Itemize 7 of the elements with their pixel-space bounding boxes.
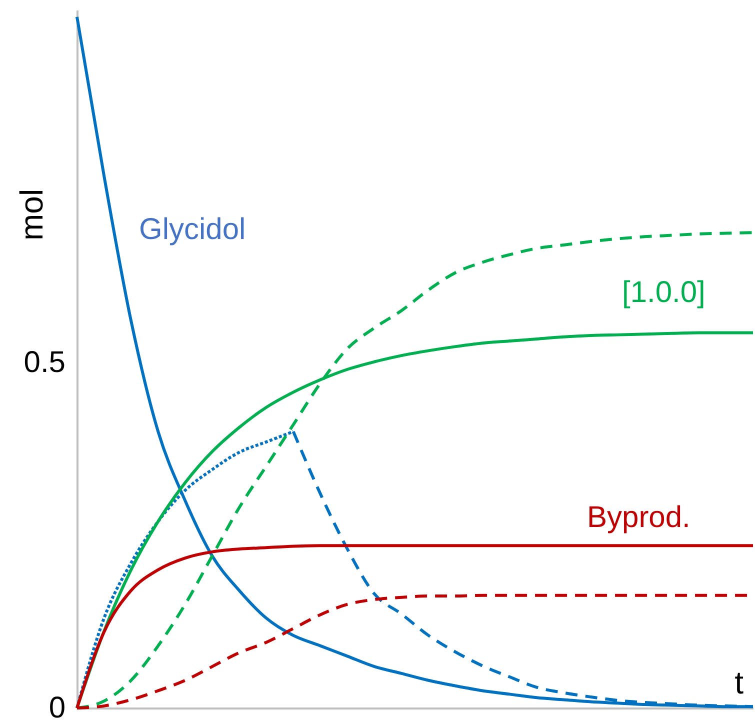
- series-label: Glycidol: [139, 213, 246, 246]
- x-axis-title: t: [734, 664, 744, 700]
- y-axis-title: mol: [14, 188, 50, 240]
- series-label: Byprod.: [587, 501, 690, 534]
- series-label: [1.0.0]: [622, 276, 706, 309]
- y-tick-label: 0: [48, 692, 66, 720]
- y-tick-label: 0.5: [24, 346, 66, 379]
